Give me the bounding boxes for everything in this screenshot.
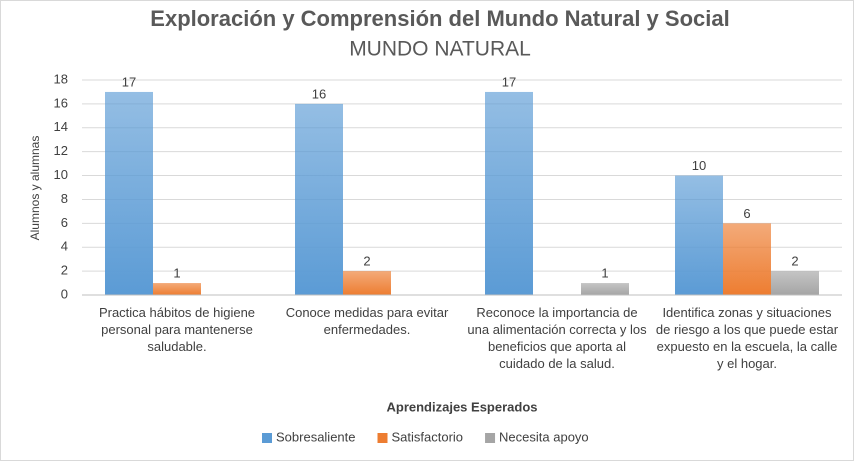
bar — [485, 91, 533, 295]
y-tick-label: 18 — [54, 71, 68, 86]
y-tick-label: 14 — [54, 119, 68, 134]
y-tick-label: 16 — [54, 95, 68, 110]
legend-label: Sobresaliente — [276, 429, 356, 444]
data-label: 1 — [601, 265, 608, 280]
data-label: 10 — [692, 158, 706, 173]
bar — [723, 223, 771, 295]
y-tick-label: 10 — [54, 167, 68, 182]
bar — [343, 271, 391, 295]
legend-swatch — [262, 433, 272, 443]
data-label: 6 — [743, 206, 750, 221]
y-tick-label: 8 — [61, 191, 68, 206]
data-label: 17 — [122, 74, 136, 89]
legend-label: Satisfactorio — [392, 429, 464, 444]
legend-swatch — [377, 433, 388, 443]
legend-label: Necesita apoyo — [499, 429, 589, 444]
y-tick-label: 0 — [61, 286, 68, 301]
y-tick-label: 2 — [61, 263, 68, 278]
bar — [675, 175, 723, 295]
legend-swatch — [485, 433, 496, 443]
bar — [295, 103, 343, 295]
data-label: 16 — [312, 86, 326, 101]
y-tick-label: 4 — [61, 239, 68, 254]
data-label: 1 — [173, 265, 180, 280]
y-tick-label: 6 — [61, 215, 68, 230]
x-tick-label: Practica hábitos de higiene personal par… — [98, 305, 256, 354]
data-label: 2 — [791, 254, 798, 269]
chart-title: Exploración y Comprensión del Mundo Natu… — [150, 6, 729, 31]
bar — [581, 283, 629, 295]
x-tick-label: Identifica zonas y situaciones de riesgo… — [655, 305, 839, 371]
x-tick-label: Reconoce la importancia de una alimentac… — [467, 305, 647, 371]
y-tick-label: 12 — [54, 143, 68, 158]
data-label: 17 — [502, 74, 516, 89]
bar — [105, 91, 153, 295]
x-axis-label: Aprendizajes Esperados — [387, 399, 538, 414]
bar — [771, 271, 819, 295]
x-tick-label: Conoce medidas para evitar enfermedades. — [285, 305, 449, 337]
data-label: 2 — [363, 254, 370, 269]
bar — [153, 283, 201, 295]
chart-subtitle: MUNDO NATURAL — [349, 38, 531, 61]
y-axis-label: Alumnos y alumnas — [28, 136, 42, 241]
